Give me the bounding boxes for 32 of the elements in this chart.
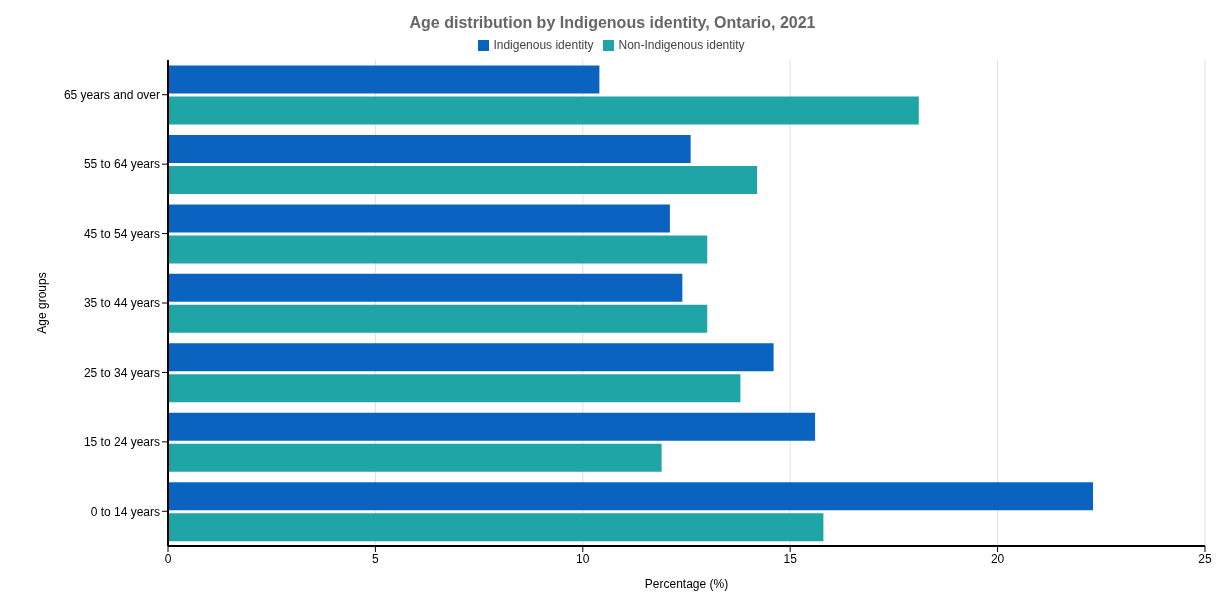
bar <box>168 343 774 372</box>
chart-title: Age distribution by Indigenous identity, Ontario, 2021 <box>408 13 817 33</box>
bar <box>168 374 741 403</box>
legend-label: Non-Indigenous identity <box>618 38 745 52</box>
y-tick-label: 0 to 14 years <box>90 504 160 519</box>
x-tick-label: 0 <box>164 551 172 566</box>
y-tick-label: 55 to 64 years <box>83 157 160 172</box>
bar <box>168 134 691 163</box>
bar <box>168 96 919 125</box>
x-tick-label: 25 <box>1198 551 1212 566</box>
y-tick-label: 15 to 24 years <box>83 435 160 450</box>
bar <box>168 165 758 194</box>
bar <box>168 513 824 542</box>
y-tick-label: 65 years and over <box>63 87 160 102</box>
bar <box>168 273 683 302</box>
bar <box>168 304 708 333</box>
y-tick-label: 25 to 34 years <box>83 365 160 380</box>
y-tick-label: 35 to 44 years <box>83 296 160 311</box>
bar <box>168 235 708 264</box>
bar <box>168 65 600 94</box>
x-tick-label: 20 <box>990 551 1005 566</box>
bar <box>168 204 670 233</box>
legend-label: Indigenous identity <box>493 38 594 52</box>
bar <box>168 482 1093 511</box>
x-tick-label: 10 <box>576 551 590 566</box>
y-axis-title: Age groups <box>35 272 50 334</box>
y-tick-label: 45 to 54 years <box>83 226 160 241</box>
x-tick-label: 5 <box>372 551 380 566</box>
bar <box>168 412 816 441</box>
bar <box>168 443 662 472</box>
x-axis-title: Percentage (%) <box>644 577 729 591</box>
x-tick-label: 15 <box>783 551 798 566</box>
